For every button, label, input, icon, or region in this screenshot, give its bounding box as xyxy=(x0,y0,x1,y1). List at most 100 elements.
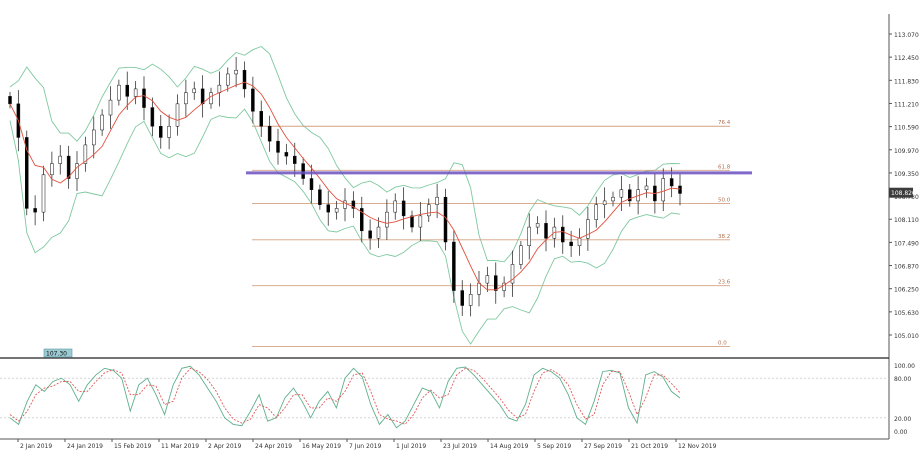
time-tick-label: 23 Jul 2019 xyxy=(443,443,477,450)
candle-body xyxy=(50,163,54,176)
fib-level-label: 76.4 xyxy=(718,120,731,126)
candle-body xyxy=(284,152,289,157)
price-tick-label: 112.450 xyxy=(894,55,919,62)
candle-body xyxy=(242,69,247,90)
candle-body xyxy=(519,245,523,265)
candle-body xyxy=(351,200,356,209)
candle-body xyxy=(569,241,573,246)
time-tick-label: 2 Apr 2019 xyxy=(208,443,241,450)
time-tick-label: 5 Sep 2019 xyxy=(537,443,571,450)
candle-body xyxy=(217,84,222,93)
candle-body xyxy=(602,200,607,205)
price-tick-label: 109.350 xyxy=(894,171,919,178)
candle-body xyxy=(561,226,565,243)
time-tick-label: 2 Jan 2019 xyxy=(20,443,52,450)
candle-body xyxy=(58,155,62,164)
candle-body xyxy=(41,174,46,213)
time-tick-label: 24 Apr 2019 xyxy=(255,443,292,450)
candle-body xyxy=(125,84,129,97)
candle-body xyxy=(594,204,598,220)
candle-body xyxy=(586,219,590,239)
price-tick-label: 111.210 xyxy=(894,101,919,108)
price-tick-label: 108.110 xyxy=(894,217,919,224)
candle-body xyxy=(100,114,104,131)
candle-body xyxy=(117,84,121,101)
candle-body xyxy=(669,178,674,187)
candle-body xyxy=(452,241,456,291)
low-marker-label: 107.30 xyxy=(46,351,67,358)
candle-body xyxy=(544,223,548,239)
candle-body xyxy=(184,92,188,105)
candle-body xyxy=(611,196,615,202)
candle-body xyxy=(360,208,364,232)
candle-body xyxy=(192,88,196,93)
fib-level-label: 23.6 xyxy=(718,280,731,286)
stoch-d-line xyxy=(9,367,681,425)
candle-body xyxy=(393,200,397,213)
candle-body xyxy=(510,264,515,284)
candle-body xyxy=(334,208,339,213)
candle-body xyxy=(401,200,406,217)
candle-body xyxy=(410,215,414,228)
candle-body xyxy=(259,111,263,127)
candle-body xyxy=(309,178,314,190)
candle-body xyxy=(326,204,330,213)
candle-body xyxy=(251,88,255,112)
candle-body xyxy=(133,88,138,97)
bollinger-lower xyxy=(9,108,681,345)
candle-body xyxy=(494,275,498,291)
fib-level-label: 0.0 xyxy=(718,341,727,347)
candle-body xyxy=(92,129,96,146)
candle-body xyxy=(460,290,464,306)
candle-body xyxy=(226,73,230,86)
candle-body xyxy=(418,215,423,228)
candle-body xyxy=(477,282,481,295)
current-price-box xyxy=(889,187,913,198)
candle-body xyxy=(661,178,665,202)
candle-body xyxy=(468,294,473,306)
candle-body xyxy=(301,163,305,179)
candle-body xyxy=(142,88,146,108)
oscillator-tick-label: 100.00 xyxy=(894,363,915,370)
candle-body xyxy=(150,107,155,127)
candle-body xyxy=(485,275,490,284)
candle-body xyxy=(368,230,372,239)
candle-body xyxy=(83,144,88,164)
candle-body xyxy=(577,238,582,246)
candle-body xyxy=(527,226,531,246)
time-tick-label: 14 Aug 2019 xyxy=(490,443,529,450)
fib-level-label: 38.2 xyxy=(718,234,730,240)
candle-body xyxy=(427,204,431,217)
candle-body xyxy=(75,163,79,179)
candle-body xyxy=(267,125,272,142)
time-tick-label: 7 Jun 2019 xyxy=(349,443,381,450)
price-tick-label: 106.870 xyxy=(894,264,919,271)
candle-body xyxy=(108,99,113,116)
price-tick-label: 105.010 xyxy=(894,333,919,340)
candle-body xyxy=(376,226,381,239)
time-tick-label: 21 Oct 2019 xyxy=(631,443,668,450)
candle-body xyxy=(385,211,389,228)
price-tick-label: 105.630 xyxy=(894,310,919,317)
stoch-k-line xyxy=(9,365,681,429)
candle-body xyxy=(209,92,213,105)
candle-body xyxy=(159,125,163,138)
candle-body xyxy=(200,88,205,105)
time-tick-label: 16 May 2019 xyxy=(302,443,341,450)
candle-body xyxy=(502,282,506,291)
time-tick-label: 24 Jan 2019 xyxy=(67,443,103,450)
time-tick-label: 15 Feb 2019 xyxy=(114,443,152,450)
candle-body xyxy=(619,189,624,198)
price-tick-label: 107.490 xyxy=(894,240,919,247)
candle-body xyxy=(678,185,682,194)
oscillator-tick-label: 20.00 xyxy=(894,416,911,423)
time-tick-label: 1 Jul 2019 xyxy=(396,443,426,450)
candle-body xyxy=(175,103,180,127)
time-tick-label: 12 Nov 2019 xyxy=(678,443,717,450)
moving-average-line xyxy=(9,81,681,291)
low-marker-box xyxy=(43,348,73,358)
bollinger-upper xyxy=(9,45,681,263)
oscillator-tick-label: 80.00 xyxy=(894,376,911,383)
